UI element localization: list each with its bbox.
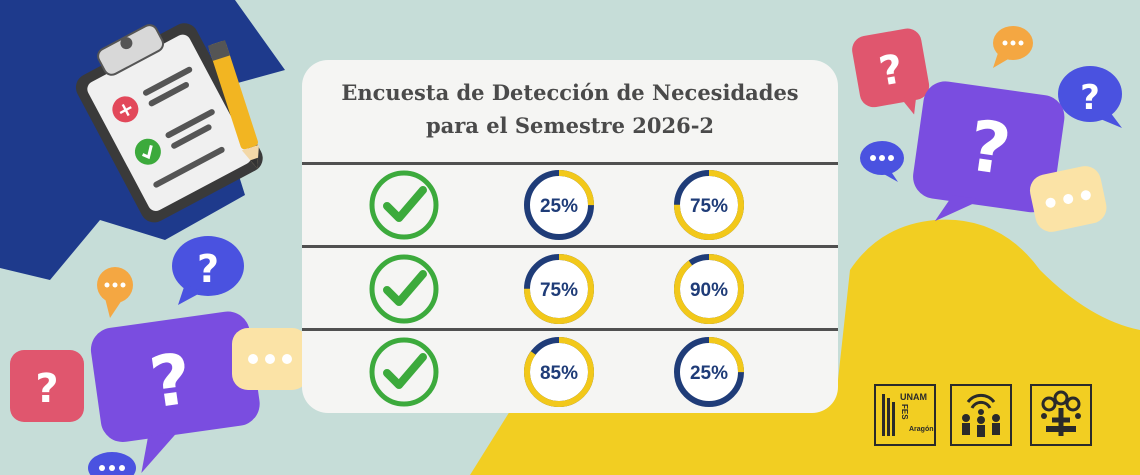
ring-progress-arc xyxy=(524,254,594,324)
building-icon xyxy=(882,394,895,436)
page-title: Encuesta de Detección de Necesidades par… xyxy=(302,76,838,142)
ring-progress-arc xyxy=(674,170,744,240)
fes-label: FES xyxy=(900,404,909,420)
ring-percent-label: 75% xyxy=(690,196,728,217)
aragon-label: Aragón xyxy=(909,426,934,433)
pencil-icon xyxy=(207,40,260,169)
department-logo-tree xyxy=(1030,384,1092,446)
row-divider xyxy=(302,162,838,165)
tree-people-icon xyxy=(1041,390,1081,436)
unam-fes-aragon-logo: UNAM FES Aragón xyxy=(874,384,936,446)
progress-ring-col1: 75% xyxy=(524,254,594,324)
orange-chat-bubble-icon-left xyxy=(97,267,133,318)
title-line-2: para el Semestre 2026-2 xyxy=(425,113,715,138)
blue-chat-bubble-icon-bottom xyxy=(88,452,136,475)
ring-percent-label: 25% xyxy=(690,363,728,384)
blue-question-bubble-icon-right: ? xyxy=(1058,66,1122,128)
svg-text:?: ? xyxy=(197,247,219,291)
ring-percent-label: 90% xyxy=(690,280,728,301)
progress-ring-col2: 75% xyxy=(674,170,744,240)
unam-label: UNAM xyxy=(900,392,927,402)
clipboard-icon: + xyxy=(75,23,263,223)
ring-progress-arc xyxy=(674,337,744,407)
row-divider xyxy=(302,328,838,331)
progress-ring-col1: 25% xyxy=(524,170,594,240)
progress-ring-col2: 90% xyxy=(674,254,744,324)
ring-progress-arc xyxy=(524,170,594,240)
pink-question-bubble-icon-right: ? xyxy=(852,28,930,115)
department-logo-people xyxy=(950,384,1012,446)
pink-question-bubble-icon-left: ? xyxy=(10,350,84,422)
row-divider xyxy=(302,245,838,248)
checkmark-icon xyxy=(369,170,439,240)
ring-percent-label: 85% xyxy=(540,363,578,384)
checkmark-icon xyxy=(369,254,439,324)
svg-text:?: ? xyxy=(35,366,58,412)
progress-ring-col1: 85% xyxy=(524,337,594,407)
purple-question-bubble-icon-left: ? xyxy=(90,311,260,473)
svg-text:?: ? xyxy=(1080,78,1100,118)
orange-chat-bubble-icon-right xyxy=(993,26,1033,68)
purple-question-bubble-icon-right: ? xyxy=(913,81,1065,222)
people-wifi-icon xyxy=(962,393,1000,437)
checkmark-icon xyxy=(369,337,439,407)
blue-question-bubble-icon-left: ? xyxy=(172,236,244,305)
cream-chat-bubble-icon-left xyxy=(232,328,308,390)
cream-chat-bubble-icon-right xyxy=(1029,166,1107,232)
ring-progress-arc xyxy=(674,254,744,324)
title-line-1: Encuesta de Detección de Necesidades xyxy=(341,80,799,105)
ring-progress-arc xyxy=(524,337,594,407)
ring-percent-label: 75% xyxy=(540,280,578,301)
blue-chat-bubble-icon-right xyxy=(860,141,904,182)
ring-percent-label: 25% xyxy=(540,196,578,217)
progress-ring-col2: 25% xyxy=(674,337,744,407)
